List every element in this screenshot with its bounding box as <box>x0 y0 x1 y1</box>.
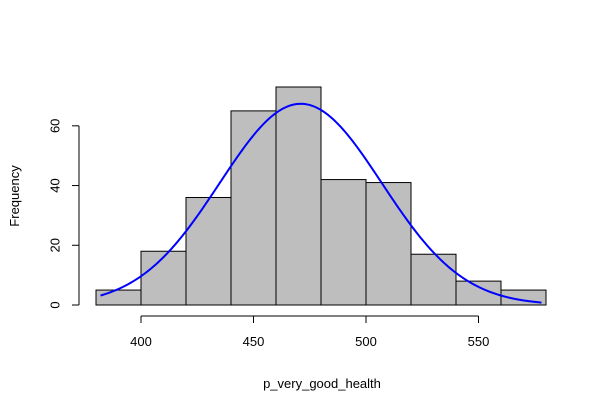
histogram-bar-6 <box>320 179 367 306</box>
histogram-bar-3 <box>185 196 232 306</box>
histogram-bar-5 <box>275 86 322 306</box>
x-axis: 400 450 500 550 <box>130 315 490 349</box>
histogram-bars <box>95 86 547 306</box>
histogram-bar-8 <box>410 253 457 306</box>
histogram-bar-1 <box>95 289 142 306</box>
y-axis: 0 20 40 60 <box>48 119 80 309</box>
x-tick-label-450: 450 <box>243 334 265 349</box>
histogram-bar-7 <box>365 182 412 306</box>
y-tick-label-0: 0 <box>48 301 63 308</box>
density-curve <box>100 102 542 304</box>
x-axis-title: p_very_good_health <box>263 376 381 391</box>
x-tick-label-500: 500 <box>355 334 377 349</box>
histogram-bar-4 <box>230 110 277 306</box>
y-tick-label-40: 40 <box>48 178 63 192</box>
x-tick-label-400: 400 <box>130 334 152 349</box>
density-curve-layer <box>100 102 542 304</box>
histogram-bar-2 <box>140 250 187 306</box>
y-tick-label-20: 20 <box>48 238 63 252</box>
y-axis-title: Frequency <box>7 165 22 227</box>
y-tick-label-60: 60 <box>48 119 63 133</box>
x-tick-label-550: 550 <box>468 334 490 349</box>
